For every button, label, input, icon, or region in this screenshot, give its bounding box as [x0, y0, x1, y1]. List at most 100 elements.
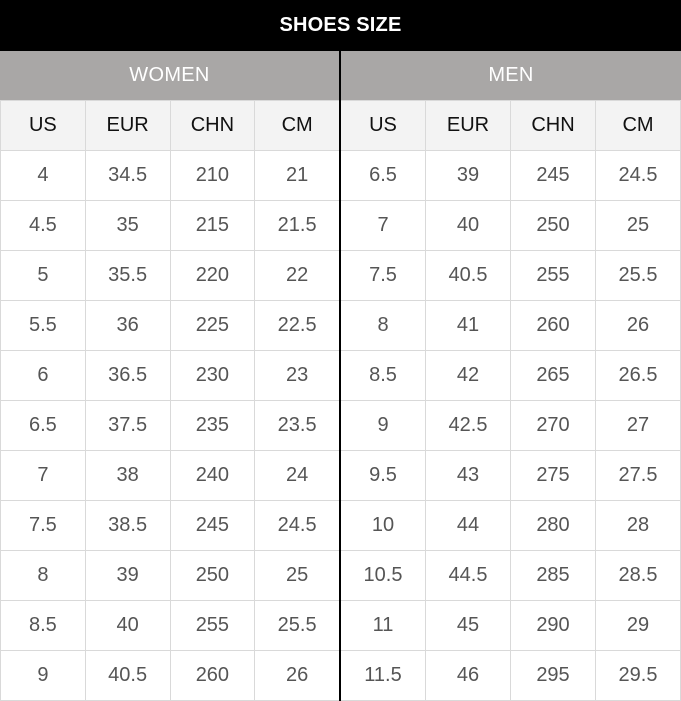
men-column-headers: US EUR CHN CM	[341, 101, 681, 151]
cell-cm: 28	[596, 501, 681, 550]
cell-chn: 280	[511, 501, 596, 550]
cell-us: 6	[0, 351, 86, 400]
cell-cm: 25.5	[596, 251, 681, 300]
cell-us: 9	[341, 401, 426, 450]
cell-chn: 260	[171, 651, 256, 700]
cell-cm: 24.5	[596, 151, 681, 200]
cell-us: 11	[341, 601, 426, 650]
cell-chn: 285	[511, 551, 596, 600]
cell-chn: 295	[511, 651, 596, 700]
cell-eur: 35.5	[86, 251, 171, 300]
table-row: 8.5 40 255 25.5	[0, 601, 339, 651]
cell-chn: 225	[171, 301, 256, 350]
column-header-eur: EUR	[86, 101, 171, 150]
cell-cm: 25	[286, 564, 309, 586]
cell-cm: 25.5	[277, 614, 317, 636]
cell-chn: 290	[511, 601, 596, 650]
cell-chn: 245	[511, 151, 596, 200]
cell-cm: 27.5	[596, 451, 681, 500]
cell-us: 11.5	[341, 651, 426, 700]
cell-chn: 255	[171, 601, 256, 650]
cell-eur: 34.5	[86, 151, 171, 200]
column-header-chn: CHN	[171, 101, 256, 150]
cell-chn: 250	[511, 201, 596, 250]
table-row: 9.5 43 275 27.5	[341, 451, 681, 501]
cell-eur: 35	[86, 201, 171, 250]
cell-cm: 28.5	[596, 551, 681, 600]
cell-us: 7	[341, 201, 426, 250]
cell-cm: 24.5	[277, 514, 317, 536]
table-row: 8 39 250 25	[0, 551, 339, 601]
cell-eur: 42.5	[426, 401, 511, 450]
cell-eur: 44.5	[426, 551, 511, 600]
cell-us: 8.5	[0, 601, 86, 650]
cell-cm: 27	[596, 401, 681, 450]
cell-chn: 265	[511, 351, 596, 400]
cell-cm: 21	[286, 164, 309, 186]
cell-eur: 36	[86, 301, 171, 350]
cell-cm: 23	[286, 364, 309, 386]
cell-cm: 24	[286, 464, 309, 486]
cell-cm: 25	[596, 201, 681, 250]
cell-chn: 215	[171, 201, 256, 250]
cell-us: 9	[0, 651, 86, 700]
men-header: MEN	[341, 51, 681, 101]
cell-chn: 230	[171, 351, 256, 400]
table-row: 8 41 260 26	[341, 301, 681, 351]
cell-us: 7.5	[0, 501, 86, 550]
women-column-headers: US EUR CHN CM	[0, 101, 339, 151]
cell-cm: 26.5	[596, 351, 681, 400]
size-tables: WOMEN US EUR CHN CM 4 34.5 210 21 4.5 35 215 21…	[0, 51, 681, 701]
cell-cm: 29.5	[596, 651, 681, 700]
cell-eur: 36.5	[86, 351, 171, 400]
cell-eur: 38	[86, 451, 171, 500]
cell-chn: 255	[511, 251, 596, 300]
cell-eur: 43	[426, 451, 511, 500]
cell-us: 8	[0, 551, 86, 600]
cell-us: 8.5	[341, 351, 426, 400]
women-rows: 4 34.5 210 21 4.5 35 215 21.5 5 35.5 220 22 5.5 36 225…	[0, 151, 339, 701]
cell-chn: 275	[511, 451, 596, 500]
table-row: 4 34.5 210 21	[0, 151, 339, 201]
cell-us: 6.5	[0, 401, 86, 450]
table-row: 7.5 40.5 255 25.5	[341, 251, 681, 301]
cell-us: 6.5	[341, 151, 426, 200]
table-row: 9 40.5 260 26	[0, 651, 339, 701]
table-row: 10.5 44.5 285 28.5	[341, 551, 681, 601]
column-header-eur: EUR	[426, 101, 511, 150]
cell-us: 8	[341, 301, 426, 350]
column-header-us: US	[341, 101, 426, 150]
cell-eur: 41	[426, 301, 511, 350]
cell-eur: 39	[86, 551, 171, 600]
column-header-cm: CM	[596, 101, 681, 150]
cell-cm: 21.5	[277, 214, 317, 236]
cell-eur: 40.5	[426, 251, 511, 300]
cell-us: 5.5	[0, 301, 86, 350]
cell-eur: 40	[426, 201, 511, 250]
cell-us: 10.5	[341, 551, 426, 600]
cell-eur: 44	[426, 501, 511, 550]
table-row: 5 35.5 220 22	[0, 251, 339, 301]
cell-eur: 45	[426, 601, 511, 650]
table-row: 7 40 250 25	[341, 201, 681, 251]
table-row: 10 44 280 28	[341, 501, 681, 551]
cell-us: 7	[0, 451, 86, 500]
cell-eur: 40	[86, 601, 171, 650]
cell-us: 5	[0, 251, 86, 300]
table-row: 9 42.5 270 27	[341, 401, 681, 451]
men-rows: 6.5 39 245 24.5 7 40 250 25 7.5 40.5 255 25.5 8 41 260…	[341, 151, 681, 701]
column-header-us: US	[0, 101, 86, 150]
cell-cm: 22	[286, 264, 309, 286]
cell-chn: 260	[511, 301, 596, 350]
cell-cm: 26	[286, 664, 309, 686]
column-header-cm: CM	[281, 114, 313, 136]
cell-us: 4.5	[0, 201, 86, 250]
cell-eur: 46	[426, 651, 511, 700]
cell-chn: 250	[171, 551, 256, 600]
men-size-table: MEN US EUR CHN CM 6.5 39 245 24.5 7 40 250 25 7.…	[340, 51, 681, 701]
table-row: 11 45 290 29	[341, 601, 681, 651]
women-size-table: WOMEN US EUR CHN CM 4 34.5 210 21 4.5 35 215 21…	[0, 51, 340, 701]
table-row: 6 36.5 230 23	[0, 351, 339, 401]
cell-eur: 42	[426, 351, 511, 400]
